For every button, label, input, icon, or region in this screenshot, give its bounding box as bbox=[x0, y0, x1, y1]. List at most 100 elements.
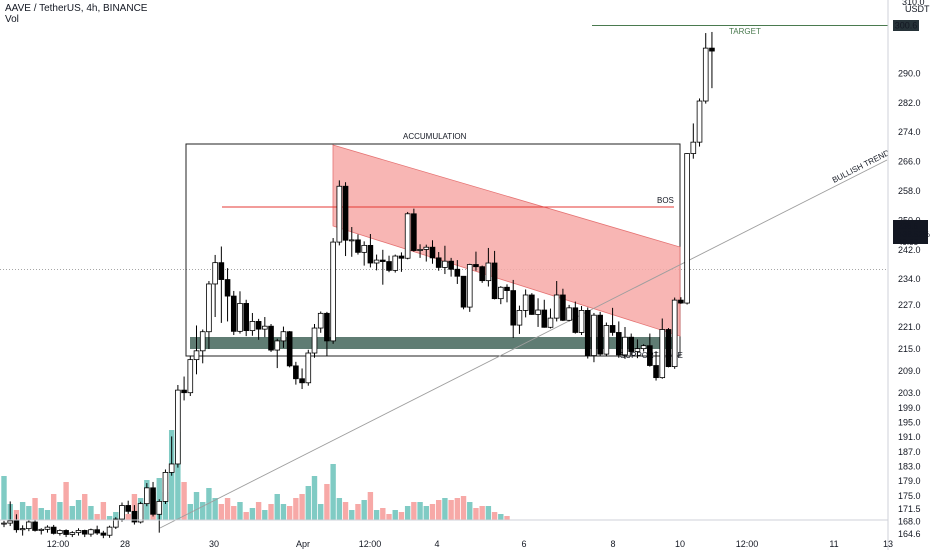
candle-body bbox=[572, 307, 579, 333]
candle-body bbox=[597, 314, 603, 355]
volume-bar bbox=[106, 516, 113, 520]
volume-bar bbox=[212, 498, 218, 520]
candle-body bbox=[553, 294, 560, 319]
candle-body bbox=[485, 262, 492, 282]
candle-body bbox=[584, 310, 591, 356]
candle-body bbox=[417, 249, 423, 251]
volume-bar bbox=[330, 464, 336, 520]
candle-body bbox=[57, 530, 63, 534]
candle-body bbox=[81, 530, 88, 535]
candle-body bbox=[473, 264, 479, 268]
volume-label: Vol bbox=[5, 14, 19, 25]
volume-bar bbox=[82, 494, 88, 520]
candle-body bbox=[249, 321, 256, 332]
volume-bar bbox=[69, 506, 76, 520]
candle-body bbox=[529, 294, 535, 315]
price-tick-label: 258.0 bbox=[898, 186, 921, 196]
candle-body bbox=[119, 505, 125, 520]
time-tick-label: Apr bbox=[296, 539, 310, 549]
price-tick-label: 234.0 bbox=[898, 274, 921, 284]
volume-bar bbox=[1, 476, 7, 520]
countdown: 49:33 bbox=[898, 238, 919, 247]
volume-bar bbox=[175, 432, 181, 520]
price-tick-label: 195.0 bbox=[898, 417, 921, 427]
candle-body bbox=[479, 266, 485, 282]
price-tick-label: 203.0 bbox=[898, 388, 921, 398]
candle-body bbox=[293, 365, 299, 380]
volume-bar bbox=[293, 498, 299, 520]
time-tick-label: 6 bbox=[521, 539, 526, 549]
volume-bar bbox=[268, 504, 274, 520]
volume-bar bbox=[342, 502, 349, 520]
candle-body bbox=[324, 312, 330, 342]
volume-bar bbox=[454, 498, 461, 520]
volume-bar bbox=[200, 502, 206, 520]
candle-body bbox=[330, 241, 336, 342]
volume-bar bbox=[94, 514, 100, 520]
time-tick-label: 8 bbox=[610, 539, 615, 549]
price-tick-label: 175.0 bbox=[898, 491, 921, 501]
candle-body bbox=[466, 264, 473, 308]
volume-bar bbox=[336, 498, 343, 520]
candle-body bbox=[429, 246, 436, 259]
time-tick-label: 12:00 bbox=[47, 539, 70, 549]
volume-bar bbox=[504, 516, 510, 520]
volume-bar bbox=[26, 506, 32, 520]
candle-body bbox=[19, 528, 26, 531]
candle-body bbox=[690, 141, 697, 154]
candles bbox=[1, 31, 715, 539]
candle-body bbox=[106, 526, 113, 536]
price-labels: 300.6 236.6+38.52%49:33 bbox=[893, 20, 930, 247]
candle-body bbox=[609, 325, 616, 333]
price-tick-label: 215.0 bbox=[898, 344, 921, 354]
candle-body bbox=[336, 185, 343, 243]
candle-body bbox=[578, 310, 585, 333]
volume-bar bbox=[125, 514, 131, 520]
candle-body bbox=[659, 329, 666, 379]
candle-body bbox=[454, 268, 461, 277]
price-tick-label: 191.0 bbox=[898, 432, 921, 442]
candle-body bbox=[262, 325, 268, 330]
change-pct: +38.52% bbox=[898, 230, 930, 239]
volume-bar bbox=[491, 512, 498, 520]
candle-body bbox=[628, 336, 635, 352]
volume-bar bbox=[243, 512, 249, 520]
candle-body bbox=[380, 259, 386, 262]
candle-body bbox=[274, 340, 281, 351]
candle-body bbox=[26, 521, 32, 530]
volume-bar bbox=[44, 510, 51, 520]
candle-body bbox=[75, 530, 82, 534]
volume-bar bbox=[373, 510, 380, 520]
volume-bar bbox=[498, 514, 504, 520]
candle-body bbox=[206, 283, 212, 333]
price-tick-label: 164.6 bbox=[898, 529, 921, 539]
candle-body bbox=[218, 262, 225, 280]
price-tick-label: 274.0 bbox=[898, 127, 921, 137]
candle-body bbox=[268, 325, 274, 351]
volume-bar bbox=[231, 506, 237, 520]
candle-body bbox=[640, 345, 647, 350]
candle-body bbox=[373, 259, 380, 264]
volume-bar bbox=[156, 478, 162, 520]
volume-bar bbox=[349, 510, 355, 520]
candle-body bbox=[355, 239, 361, 253]
candle-body bbox=[615, 332, 622, 356]
candle-body bbox=[317, 312, 324, 329]
target-price-tag bbox=[893, 20, 919, 31]
candle-body bbox=[684, 153, 690, 304]
volume-bar bbox=[442, 498, 448, 520]
candle-body bbox=[150, 487, 156, 515]
volume-bar bbox=[305, 486, 311, 520]
candle-body bbox=[647, 345, 653, 366]
price-tick-label: 168.0 bbox=[898, 517, 921, 527]
volume-bar bbox=[485, 506, 492, 520]
volume-bar bbox=[50, 494, 57, 520]
candle-body bbox=[448, 260, 454, 270]
candle-body bbox=[243, 303, 249, 332]
volume-bar bbox=[218, 504, 225, 520]
candle-body bbox=[709, 47, 715, 52]
candle-body bbox=[131, 510, 138, 523]
candle-body bbox=[361, 244, 367, 253]
